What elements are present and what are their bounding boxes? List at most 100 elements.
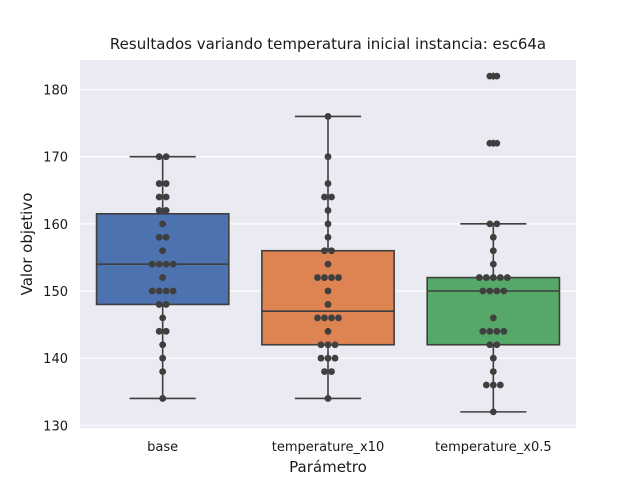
data-point (489, 274, 497, 281)
data-point (479, 287, 487, 295)
data-point (148, 287, 156, 295)
data-point (486, 341, 494, 349)
data-point (324, 233, 332, 241)
data-point (335, 314, 342, 322)
data-point (314, 314, 321, 322)
data-point (324, 220, 332, 228)
data-point (486, 327, 494, 335)
data-point (324, 260, 332, 268)
data-point (155, 260, 163, 268)
data-point (317, 354, 325, 362)
data-point (493, 72, 501, 80)
data-point (324, 301, 332, 308)
points-temperature_x0.5 (475, 72, 511, 416)
data-point (482, 381, 490, 389)
data-point (479, 327, 487, 335)
data-point (162, 260, 170, 268)
data-point (321, 314, 328, 322)
data-point (155, 327, 163, 335)
data-point (489, 368, 497, 375)
data-point (324, 395, 332, 402)
data-point (155, 233, 163, 241)
data-point (493, 327, 501, 335)
data-point (321, 274, 328, 281)
box-body (426, 276, 561, 346)
x-tick-label: temperature_x10 (272, 440, 384, 455)
data-point (500, 327, 508, 335)
data-point (324, 354, 332, 362)
y-tick-label: 180 (43, 84, 68, 99)
data-point (500, 287, 508, 295)
data-point (335, 274, 342, 281)
data-point (159, 220, 167, 228)
data-point (321, 193, 328, 201)
y-tick-label: 130 (43, 419, 68, 434)
data-point (162, 193, 170, 201)
data-point (324, 153, 332, 161)
data-point (155, 180, 163, 187)
data-point (486, 220, 494, 228)
data-point (155, 153, 163, 161)
data-point (162, 287, 170, 295)
data-point (496, 381, 504, 389)
data-point (489, 314, 497, 322)
data-point (328, 274, 335, 281)
boxes (95, 72, 561, 413)
data-point (482, 274, 490, 281)
data-point (328, 193, 335, 201)
box-body (95, 212, 230, 306)
y-axis-label: Valor objetivo (18, 193, 36, 296)
data-point (486, 72, 494, 80)
data-point (159, 274, 167, 281)
data-point (317, 341, 325, 349)
data-point (321, 247, 328, 255)
y-tick-label: 140 (43, 352, 68, 367)
x-tick-label: temperature_x0.5 (435, 440, 552, 455)
y-tick-label: 150 (43, 285, 68, 300)
data-point (331, 354, 339, 362)
data-point (496, 274, 504, 281)
data-point (155, 301, 163, 308)
data-point (324, 287, 332, 295)
data-point (493, 341, 501, 349)
data-point (162, 327, 170, 335)
data-point (503, 274, 511, 281)
data-point (155, 287, 163, 295)
data-point (169, 260, 177, 268)
data-point (489, 354, 497, 362)
points-base (148, 153, 177, 402)
data-point (486, 139, 494, 147)
data-point (489, 260, 497, 268)
data-point (321, 368, 328, 375)
data-point (493, 139, 501, 147)
data-point (159, 368, 167, 375)
data-point (493, 287, 501, 295)
data-point (493, 220, 501, 228)
x-tick-label: base (147, 440, 178, 455)
data-point (159, 395, 167, 402)
points-temperature_x10 (314, 113, 342, 402)
data-point (324, 180, 332, 187)
data-point (169, 287, 177, 295)
data-point (328, 247, 335, 255)
data-point (324, 327, 332, 335)
data-point (162, 301, 170, 308)
data-point (159, 314, 167, 322)
data-point (159, 247, 167, 255)
x-axis-label: Parámetro (289, 458, 367, 476)
data-point (162, 180, 170, 187)
data-point (489, 381, 497, 389)
data-point (489, 408, 497, 416)
data-point (328, 368, 335, 375)
y-tick-labels: 130 140 150 160 170 180 (43, 84, 68, 435)
data-point (159, 341, 167, 349)
data-point (155, 193, 163, 201)
data-point (162, 153, 170, 161)
data-point (162, 207, 170, 214)
swarm-points (148, 72, 511, 416)
data-point (324, 207, 332, 214)
data-point (328, 314, 335, 322)
data-point (486, 287, 494, 295)
